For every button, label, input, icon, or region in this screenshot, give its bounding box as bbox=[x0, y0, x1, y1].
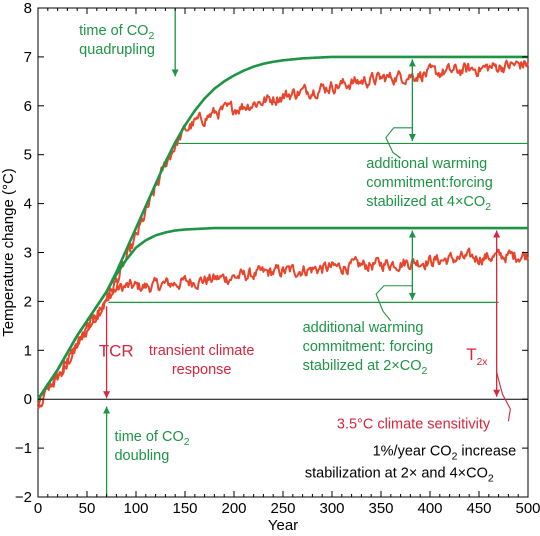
commitment-4x-label-line-2: stabilized at 4×CO2 bbox=[366, 194, 491, 213]
commitment-4x-label: additional warming commitment:forcing stab… bbox=[366, 156, 493, 213]
doubling-arrow-head bbox=[103, 406, 111, 414]
x-tick-label-100: 100 bbox=[123, 500, 148, 517]
y-tick-label-3: 3 bbox=[24, 245, 32, 262]
y-tick-label-2: 2 bbox=[24, 293, 32, 310]
transient-climate-response-label-line-1: response bbox=[172, 362, 232, 378]
series-layer bbox=[36, 55, 529, 410]
commitment-4x-arrow-tail-head bbox=[408, 59, 416, 67]
x-tick-label-0: 0 bbox=[34, 500, 42, 517]
commitment-4x-label-line-0: additional warming bbox=[366, 156, 487, 172]
reference-lines bbox=[38, 142, 528, 400]
t2x-label: T2x bbox=[466, 345, 487, 368]
commitment-4x-arrow-head bbox=[408, 134, 416, 142]
doubling-arrow bbox=[103, 406, 111, 497]
time-of-doubling-label-line-1: doubling bbox=[114, 448, 169, 464]
climate-sensitivity-label-line-0: 3.5°C climate sensitivity bbox=[337, 417, 491, 433]
time-of-quadrupling-label-line-0: time of CO2 bbox=[79, 23, 154, 42]
y-tick-label-1: 1 bbox=[24, 342, 32, 359]
tcr-arrow bbox=[103, 306, 111, 399]
plot-frame bbox=[37, 7, 529, 498]
quadrupling-arrow bbox=[171, 8, 179, 77]
legend-line-1: 1%/year CO2 increase bbox=[373, 443, 517, 462]
legend-line-1-line-0: 1%/year CO2 increase bbox=[373, 443, 517, 462]
commitment-2x-label-line-1: commitment: forcing bbox=[303, 339, 434, 355]
y-tick-label-8: 8 bbox=[24, 0, 32, 17]
t2x-label-text: T2x bbox=[466, 345, 487, 368]
callout-4x bbox=[385, 127, 413, 159]
callout-2x bbox=[375, 285, 413, 322]
plot-area bbox=[37, 7, 529, 498]
sensitivity-arrow bbox=[493, 230, 501, 397]
y-tick-label--1: −1 bbox=[15, 440, 32, 457]
x-tick-label-300: 300 bbox=[319, 500, 344, 517]
transient-series-3 bbox=[37, 59, 529, 410]
quadrupling-arrow-head bbox=[171, 69, 179, 77]
axes-layer: 0 50 100 150 200 250 300 350 400 450 500 −2 −1 0 1 2 3 4 5… bbox=[15, 0, 540, 517]
commitment-2x-label: additional warming commitment: forcing sta… bbox=[303, 320, 434, 377]
transient-climate-response-label-line-0: transient climate bbox=[149, 343, 255, 359]
y-tick-label-0: 0 bbox=[24, 391, 32, 408]
commitment-4x-label-line-1: commitment:forcing bbox=[366, 175, 493, 191]
equilibrium-series-0 bbox=[36, 226, 529, 400]
time-of-doubling-label-line-0: time of CO2 bbox=[114, 429, 189, 448]
x-tick-label-350: 350 bbox=[368, 500, 393, 517]
y-tick-label-6: 6 bbox=[24, 98, 32, 115]
tcr-arrow-head bbox=[103, 391, 111, 399]
sensitivity-arrow-head bbox=[493, 389, 501, 397]
sensitivity-arrow-tail-head bbox=[493, 230, 501, 238]
x-tick-label-150: 150 bbox=[172, 500, 197, 517]
y-tick-label--2: −2 bbox=[15, 489, 32, 506]
commitment-2x-label-line-0: additional warming bbox=[303, 320, 424, 336]
commitment-2x-arrow-tail-head bbox=[408, 230, 416, 238]
callout-layer bbox=[375, 127, 511, 422]
t2x-label-sub: 2x bbox=[477, 357, 488, 368]
y-tick-label-7: 7 bbox=[24, 49, 32, 66]
transient-climate-response-label: transient climate response bbox=[149, 343, 255, 378]
y-tick-label-5: 5 bbox=[24, 147, 32, 164]
commitment-2x-arrow bbox=[408, 230, 416, 300]
t2x-label-main: T bbox=[466, 345, 476, 364]
time-of-quadrupling-label-line-1: quadrupling bbox=[79, 42, 155, 58]
legend-line-2: stabilization at 2× and 4×CO2 bbox=[305, 465, 494, 484]
y-axis-title: Temperature change (°C) bbox=[0, 168, 17, 337]
x-tick-label-250: 250 bbox=[270, 500, 295, 517]
commitment-2x-label-line-2: stabilized at 2×CO2 bbox=[303, 358, 428, 377]
x-tick-label-500: 500 bbox=[515, 500, 540, 517]
commitment-2x-arrow-head bbox=[408, 292, 416, 300]
callout-sensitivity bbox=[496, 372, 511, 422]
y-tick-label-4: 4 bbox=[24, 196, 32, 213]
tcr-label-line-0: TCR bbox=[99, 342, 134, 361]
transient-series-2 bbox=[37, 247, 529, 405]
x-tick-label-400: 400 bbox=[417, 500, 442, 517]
equilibrium-series-1 bbox=[36, 55, 529, 400]
climate-sensitivity-label: 3.5°C climate sensitivity bbox=[337, 417, 491, 433]
x-tick-label-200: 200 bbox=[221, 500, 246, 517]
tcr-label: TCR bbox=[99, 342, 134, 361]
x-tick-label-450: 450 bbox=[466, 500, 491, 517]
x-axis-title: Year bbox=[268, 517, 298, 534]
x-tick-label-50: 50 bbox=[79, 500, 96, 517]
legend-line-2-line-0: stabilization at 2× and 4×CO2 bbox=[305, 465, 494, 484]
